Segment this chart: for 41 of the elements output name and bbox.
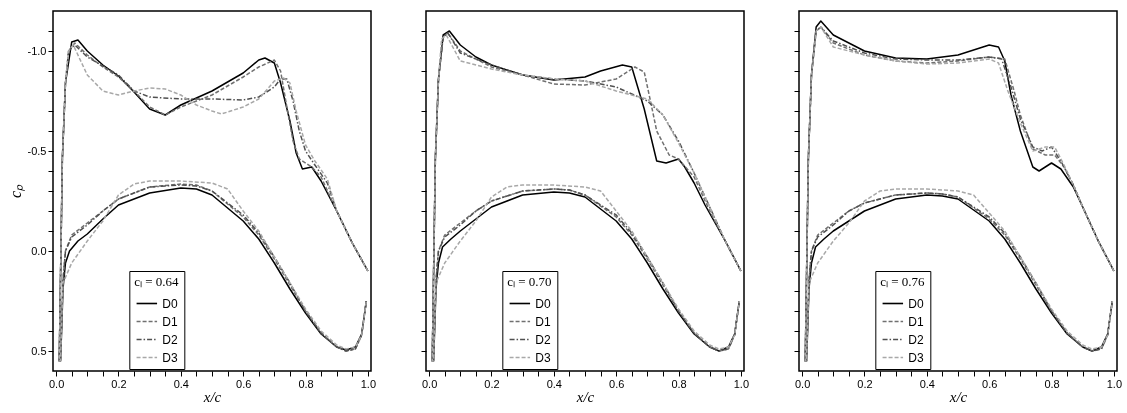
y-tick-label: 0.0 xyxy=(31,244,47,257)
legend-label: D1 xyxy=(908,314,924,329)
legend-label: D1 xyxy=(162,314,178,329)
y-axis-title: cₚ xyxy=(6,183,25,199)
legend-label: D2 xyxy=(535,332,551,347)
legend-title: cₗ = 0.70 xyxy=(507,274,552,289)
legend-label: D2 xyxy=(162,332,178,347)
x-tick-label: 1.0 xyxy=(1106,377,1123,390)
x-tick-label: 0.2 xyxy=(111,377,127,390)
x-tick-label: 0.0 xyxy=(794,377,811,390)
x-tick-label: 0.8 xyxy=(298,377,314,390)
legend-label: D0 xyxy=(535,296,551,311)
legend-label: D1 xyxy=(535,314,551,329)
legend-label: D0 xyxy=(162,296,178,311)
x-tick-label: 0.6 xyxy=(609,377,625,390)
x-tick-label: 0.0 xyxy=(421,377,438,390)
x-axis-title: x/c xyxy=(948,388,968,405)
x-tick-label: 0.2 xyxy=(484,377,500,390)
legend-label: D0 xyxy=(908,296,924,311)
legend-label: D3 xyxy=(162,350,178,365)
legend-label: D3 xyxy=(908,350,924,365)
x-tick-label: 1.0 xyxy=(360,377,377,390)
legend-label: D3 xyxy=(535,350,551,365)
x-tick-label: 0.0 xyxy=(48,377,65,390)
legend-label: D2 xyxy=(908,332,924,347)
legend-title: cₗ = 0.64 xyxy=(134,274,179,289)
x-tick-label: 0.8 xyxy=(671,377,687,390)
x-axis-title: x/c xyxy=(202,388,222,405)
legend-title: cₗ = 0.76 xyxy=(880,274,925,289)
x-tick-label: 0.4 xyxy=(919,377,935,390)
x-tick-label: 1.0 xyxy=(733,377,750,390)
x-tick-label: 0.4 xyxy=(546,377,562,390)
x-axis-title: x/c xyxy=(575,388,595,405)
y-tick-label: 0.5 xyxy=(31,344,47,357)
x-tick-label: 0.4 xyxy=(173,377,189,390)
x-tick-label: 0.2 xyxy=(857,377,873,390)
y-tick-label: -0.5 xyxy=(27,144,47,157)
x-tick-label: 0.6 xyxy=(236,377,252,390)
x-tick-label: 0.6 xyxy=(982,377,998,390)
y-tick-label: -1.0 xyxy=(27,44,47,57)
x-tick-label: 0.8 xyxy=(1044,377,1060,390)
